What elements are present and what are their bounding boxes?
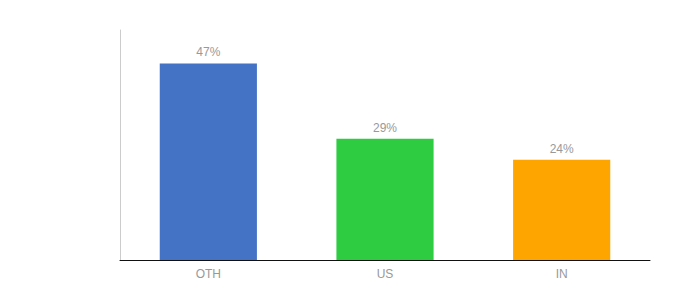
svg-text:29%: 29% [373,121,397,135]
svg-text:IN: IN [556,267,568,281]
svg-text:47%: 47% [196,45,220,59]
svg-text:24%: 24% [550,142,574,156]
svg-text:US: US [377,267,394,281]
svg-text:OTH: OTH [196,267,221,281]
